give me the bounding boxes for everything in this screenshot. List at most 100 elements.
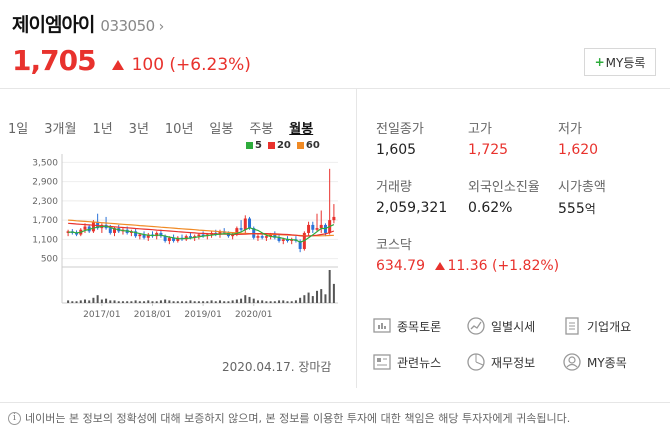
x-tick-label: 2017/01 bbox=[83, 310, 120, 320]
news-link[interactable]: 관련뉴스 bbox=[372, 352, 441, 372]
candle-body bbox=[252, 228, 256, 238]
stat-value: 0.62% bbox=[468, 200, 513, 216]
volume-bar bbox=[324, 294, 327, 303]
candle-body bbox=[298, 240, 302, 249]
triangle-up-icon bbox=[435, 262, 446, 270]
stat-kosdaq[interactable]: 코스닥 634.79 11.36 (+1.82%) bbox=[376, 234, 616, 274]
volume-bar bbox=[273, 301, 276, 303]
my-register-button[interactable]: + MY등록 bbox=[584, 48, 656, 76]
news-icon bbox=[373, 354, 391, 370]
legend-label: 20 bbox=[276, 140, 291, 151]
candle-body bbox=[83, 226, 87, 230]
tab-10y[interactable]: 10년 bbox=[164, 122, 194, 137]
candle-body bbox=[91, 221, 95, 232]
x-tick-label: 2018/01 bbox=[134, 310, 171, 320]
info-icon: i bbox=[8, 411, 21, 425]
tab-3y[interactable]: 3년 bbox=[128, 122, 149, 137]
action-label: 일별시세 bbox=[491, 319, 536, 334]
action-label: 관련뉴스 bbox=[397, 355, 442, 370]
candle-body bbox=[235, 228, 239, 235]
volume-bar bbox=[155, 301, 158, 303]
y-tick-label: 3,500 bbox=[32, 158, 58, 168]
finance-link[interactable]: 재무정보 bbox=[466, 352, 535, 372]
finance-icon bbox=[467, 353, 485, 371]
tab-3m[interactable]: 3개월 bbox=[44, 122, 77, 137]
market-close-date: 2020.04.17. 장마감 bbox=[222, 360, 332, 374]
volume-bar bbox=[218, 300, 221, 303]
stat-value: 2,059,321 bbox=[376, 200, 448, 216]
volume-bar bbox=[79, 300, 82, 303]
stat-value: 634.79 11.36 (+1.82%) bbox=[376, 258, 616, 274]
candle-body bbox=[248, 218, 252, 229]
volume-bar bbox=[231, 300, 234, 303]
candle-body bbox=[163, 236, 167, 241]
stat-label: 시가총액 bbox=[558, 180, 606, 195]
tab-1d[interactable]: 1일 bbox=[8, 122, 29, 137]
volume-bar bbox=[240, 298, 243, 303]
action-label: 기업개요 bbox=[587, 319, 632, 334]
candle-body bbox=[273, 234, 277, 238]
legend-swatch bbox=[246, 142, 253, 149]
stat-label: 전일종가 bbox=[376, 122, 424, 137]
volume-bar bbox=[299, 297, 302, 303]
legend-swatch bbox=[296, 142, 304, 149]
chevron-right-icon[interactable]: › bbox=[158, 19, 165, 35]
candle-body bbox=[319, 224, 323, 229]
stat-value: 1,620 bbox=[558, 142, 599, 158]
candle-body bbox=[146, 234, 150, 238]
stat-foreign-ratio: 외국인소진율 0.62% bbox=[468, 176, 588, 216]
stat-prev-close: 전일종가 1,605 bbox=[376, 118, 496, 158]
candle-body bbox=[201, 234, 205, 237]
candle-body bbox=[184, 236, 188, 240]
candle-body bbox=[311, 224, 315, 230]
volume-bar bbox=[210, 300, 213, 303]
volume-bar bbox=[164, 299, 167, 303]
volume-bar bbox=[227, 301, 230, 303]
stat-value: 1,725 bbox=[468, 142, 509, 158]
volume-bar bbox=[71, 301, 74, 303]
daily-price-link[interactable]: 일별시세 bbox=[466, 316, 535, 336]
ma20-line bbox=[68, 222, 335, 237]
tab-weekly[interactable]: 주봉 bbox=[249, 122, 274, 137]
price-change: 100 (+6.23%) bbox=[131, 55, 251, 75]
candle-body bbox=[277, 237, 281, 241]
volume-bar bbox=[197, 301, 200, 303]
stock-header: 제이엠아이 033050 › bbox=[12, 10, 164, 37]
tab-daily[interactable]: 일봉 bbox=[209, 122, 234, 137]
company-overview-link[interactable]: 기업개요 bbox=[562, 316, 631, 336]
y-tick-label: 2,300 bbox=[32, 197, 58, 207]
action-label: 종목토론 bbox=[397, 319, 442, 334]
volume-bar bbox=[67, 300, 70, 303]
volume-bar bbox=[126, 301, 129, 303]
candle-body bbox=[113, 228, 117, 233]
candle-body bbox=[260, 236, 264, 238]
stock-chart[interactable]: 3,500 2,900 2,300 1,700 1,100 500 2017/01 2018/… bbox=[0, 150, 356, 330]
volume-bar bbox=[202, 301, 205, 303]
volume-bar bbox=[261, 300, 264, 303]
my-stock-link[interactable]: MY종목 bbox=[562, 352, 627, 372]
volume-bar bbox=[252, 298, 255, 303]
volume-bar bbox=[109, 300, 112, 303]
stock-name[interactable]: 제이엠아이 bbox=[12, 14, 95, 36]
volume-bar bbox=[83, 299, 86, 303]
discussion-link[interactable]: 종목토론 bbox=[372, 316, 441, 336]
candle-body bbox=[188, 236, 192, 238]
tab-monthly[interactable]: 월봉 bbox=[289, 122, 314, 137]
candle-body bbox=[197, 234, 201, 237]
legend-swatch bbox=[267, 142, 275, 149]
volume-bar bbox=[206, 301, 209, 303]
price-row: 1,705 100 (+6.23%) bbox=[12, 44, 251, 77]
x-tick-label: 2019/01 bbox=[184, 310, 221, 320]
volume-bar bbox=[143, 301, 146, 303]
stat-label: 고가 bbox=[468, 122, 492, 137]
candle-body bbox=[172, 237, 176, 241]
market-cap-unit: 억 bbox=[584, 202, 596, 216]
ma5-line bbox=[68, 224, 335, 243]
candle-body bbox=[264, 236, 268, 238]
tab-1y[interactable]: 1년 bbox=[92, 122, 113, 137]
volume-bar bbox=[248, 296, 251, 303]
stock-code[interactable]: 033050 bbox=[100, 17, 155, 35]
volume-bar bbox=[307, 292, 310, 303]
volume-bar bbox=[130, 301, 133, 303]
period-tabs: 1일 3개월 1년 3년 10년 일봉 주봉 월봉 bbox=[8, 118, 329, 137]
